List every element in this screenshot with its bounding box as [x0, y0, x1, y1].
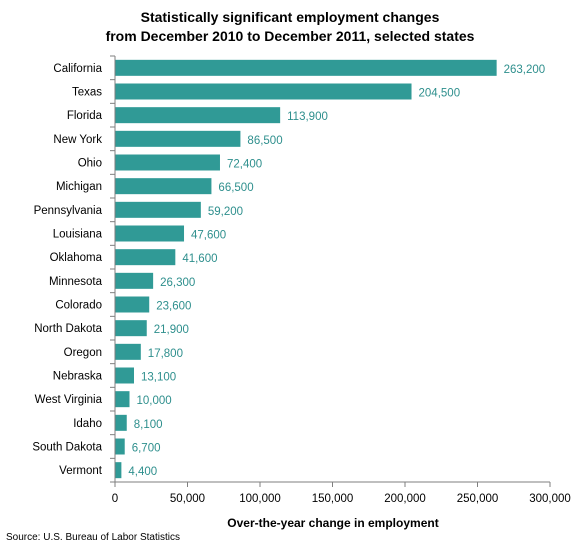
bar-vermont [115, 462, 122, 479]
bar-louisiana [115, 225, 185, 242]
category-label-texas: Texas [72, 87, 102, 99]
bar-florida [115, 107, 281, 124]
value-label-pennsylvania: 59,200 [208, 206, 243, 218]
value-label-south-dakota: 6,700 [132, 443, 161, 455]
bar-new-york [115, 130, 241, 147]
bar-ohio [115, 154, 220, 171]
category-label-vermont: Vermont [59, 465, 103, 477]
category-label-ohio: Ohio [78, 158, 102, 170]
x-tick-label: 100,000 [239, 493, 281, 505]
chart-title-line-2: from December 2010 to December 2011, sel… [105, 28, 475, 44]
value-label-west-virginia: 10,000 [137, 395, 172, 407]
x-tick-label: 150,000 [312, 493, 354, 505]
bar-north-dakota [115, 320, 147, 337]
value-label-vermont: 4,400 [128, 466, 157, 478]
value-label-nebraska: 13,100 [141, 372, 176, 384]
category-label-oklahoma: Oklahoma [50, 252, 103, 264]
category-label-idaho: Idaho [73, 418, 102, 430]
category-label-colorado: Colorado [55, 300, 102, 312]
bar-california [115, 59, 497, 76]
category-label-nebraska: Nebraska [53, 371, 103, 383]
bar-michigan [115, 178, 212, 195]
bar-south-dakota [115, 438, 125, 455]
value-label-colorado: 23,600 [156, 301, 191, 313]
value-label-louisiana: 47,600 [191, 230, 226, 242]
bar-west-virginia [115, 391, 130, 408]
x-tick-label: 250,000 [457, 493, 499, 505]
chart-title-line-1: Statistically significant employment cha… [140, 9, 440, 25]
bar-minnesota [115, 272, 154, 289]
category-label-florida: Florida [67, 110, 103, 122]
bar-colorado [115, 296, 150, 313]
category-label-louisiana: Louisiana [53, 229, 103, 241]
category-label-south-dakota: South Dakota [32, 442, 102, 454]
bar-pennsylvania [115, 201, 201, 218]
value-label-oklahoma: 41,600 [182, 253, 217, 265]
value-label-ohio: 72,400 [227, 159, 262, 171]
value-label-florida: 113,900 [287, 111, 328, 123]
bar-oregon [115, 343, 141, 360]
category-label-michigan: Michigan [56, 181, 102, 193]
value-label-north-dakota: 21,900 [154, 324, 189, 336]
category-label-west-virginia: West Virginia [35, 394, 103, 406]
value-label-california: 263,200 [504, 64, 546, 76]
x-tick-label: 0 [112, 493, 118, 505]
x-axis-title: Over-the-year change in employment [227, 516, 438, 530]
category-label-new-york: New York [53, 134, 102, 146]
value-label-oregon: 17,800 [148, 348, 183, 360]
value-label-texas: 204,500 [419, 88, 461, 100]
category-label-minnesota: Minnesota [49, 276, 103, 288]
bar-nebraska [115, 367, 134, 384]
value-label-new-york: 86,500 [247, 135, 282, 147]
bars: California 263,200 Texas 204,500 Florida 113,… [32, 59, 546, 479]
bar-texas [115, 83, 412, 100]
category-label-pennsylvania: Pennsylvania [34, 205, 103, 217]
x-tick-label: 50,000 [170, 493, 205, 505]
category-label-california: California [53, 63, 102, 75]
x-tick-label: 300,000 [529, 493, 571, 505]
source-note: Source: U.S. Bureau of Labor Statistics [6, 532, 180, 543]
category-label-north-dakota: North Dakota [34, 323, 102, 335]
value-label-minnesota: 26,300 [160, 277, 195, 289]
bar-oklahoma [115, 249, 176, 266]
chart-title: Statistically significant employment cha… [0, 8, 580, 46]
value-label-michigan: 66,500 [218, 182, 253, 194]
x-tick-label: 200,000 [384, 493, 426, 505]
value-label-idaho: 8,100 [134, 419, 163, 431]
axes: 0 50,000 100,000 150,000 200,000 250,000 300,0… [110, 55, 571, 505]
category-label-oregon: Oregon [64, 347, 102, 359]
bar-idaho [115, 414, 127, 431]
